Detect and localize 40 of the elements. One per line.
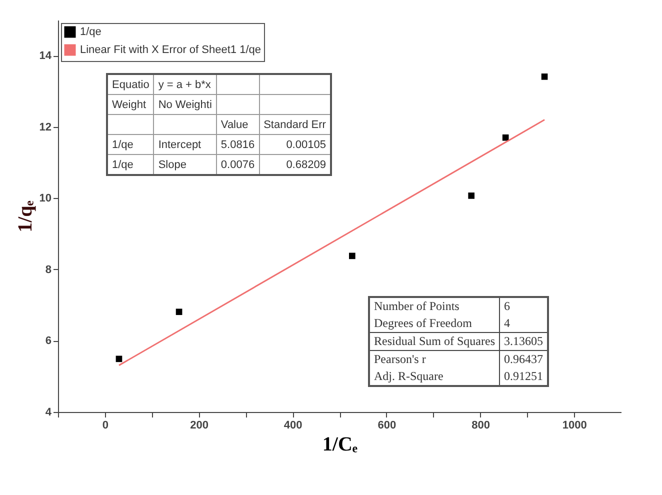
legend-label: Linear Fit with X Error of Sheet1 1/qe xyxy=(80,44,261,56)
annotation: 4 xyxy=(500,315,548,332)
x-tick-label: 400 xyxy=(284,420,302,432)
annotation: 0.91251 xyxy=(500,368,548,386)
annotation: 0.0076 xyxy=(216,154,260,175)
annotation: Degrees of Freedom xyxy=(369,315,500,332)
annotation: 0.00105 xyxy=(259,134,331,154)
annotation: Adj. R-Square xyxy=(369,368,500,386)
annotation: Intercept xyxy=(154,134,216,154)
annotation: Slope xyxy=(154,154,216,175)
annotation: Equatio xyxy=(107,74,154,94)
y-tick-label: 14 xyxy=(39,50,52,62)
annotation: 5.0816 xyxy=(216,134,260,154)
x-tick-label: 0 xyxy=(102,420,108,432)
y-axis-title: 1/qₑ xyxy=(14,200,36,232)
x-tick-label: 600 xyxy=(378,420,396,432)
annotation: 0.68209 xyxy=(259,154,331,175)
annotation: No Weighti xyxy=(154,94,216,114)
y-tick-label: 12 xyxy=(39,121,52,134)
annotation: Number of Points xyxy=(369,297,500,315)
annotation: 0.96437 xyxy=(500,350,548,368)
annotation: Weight xyxy=(107,94,154,114)
annotation: 1/qe xyxy=(107,154,154,175)
x-tick-label: 1000 xyxy=(562,420,587,432)
y-tick-label: 4 xyxy=(45,406,52,418)
annotation: Residual Sum of Squares xyxy=(369,332,500,350)
x-axis-title: 1/Cₑ xyxy=(322,434,358,456)
annotation: 6 xyxy=(500,297,548,315)
x-tick-label: 800 xyxy=(472,420,490,432)
y-tick-label: 6 xyxy=(45,335,52,348)
x-tick-label: 200 xyxy=(190,420,208,432)
annotation: 1/qe xyxy=(107,134,154,154)
annotation: y = a + b*x xyxy=(154,74,216,94)
legend-label: 1/qe xyxy=(80,26,102,38)
annotation: Value xyxy=(216,114,260,134)
y-tick-label: 10 xyxy=(39,192,52,205)
annotation: Pearson's r xyxy=(369,350,500,368)
y-tick-label: 8 xyxy=(45,264,52,276)
annotation: Standard Err xyxy=(259,114,331,134)
annotation: 3.13605 xyxy=(500,332,548,350)
